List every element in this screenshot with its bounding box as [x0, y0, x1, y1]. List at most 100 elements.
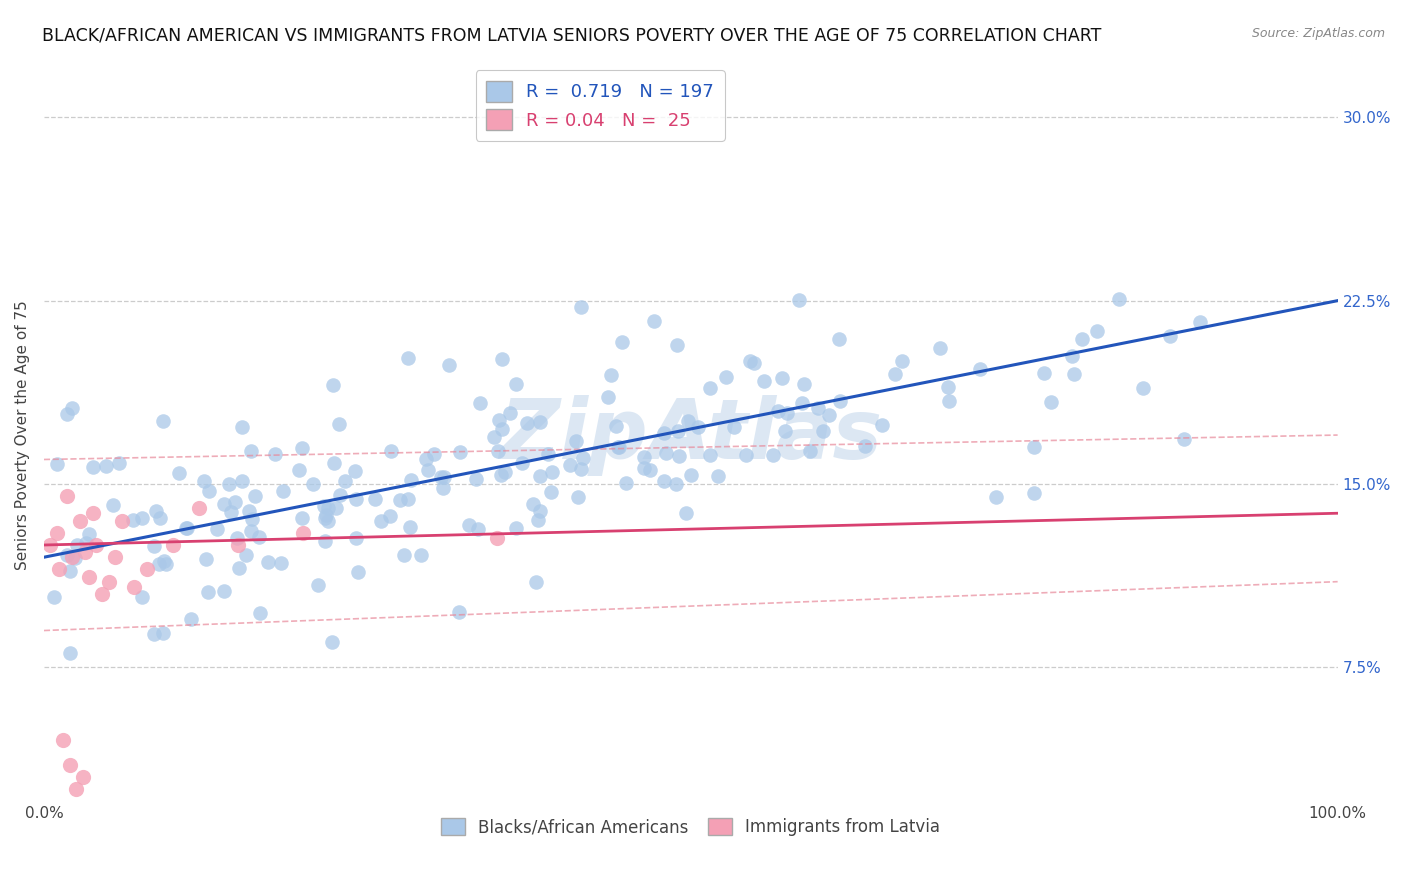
Point: [485, 531, 508, 545]
Point: [491, 351, 513, 366]
Point: [55, 408, 77, 422]
Point: [762, 448, 785, 462]
Point: [540, 485, 562, 500]
Point: [198, 483, 221, 498]
Point: [429, 470, 451, 484]
Point: [482, 430, 505, 444]
Point: [467, 523, 489, 537]
Point: [565, 434, 588, 448]
Point: [143, 539, 166, 553]
Point: [470, 396, 492, 410]
Point: [766, 403, 789, 417]
Point: [668, 450, 690, 464]
Point: [818, 408, 841, 422]
Point: [194, 552, 217, 566]
Point: [363, 492, 385, 507]
Point: [322, 378, 344, 392]
Point: [226, 538, 249, 552]
Point: [197, 585, 219, 599]
Point: [633, 461, 655, 475]
Point: [263, 447, 285, 461]
Point: [638, 463, 661, 477]
Point: [193, 475, 215, 489]
Point: [56, 548, 79, 562]
Point: [75, 545, 97, 559]
Point: [380, 443, 402, 458]
Point: [928, 341, 950, 355]
Point: [828, 333, 851, 347]
Point: [66, 538, 89, 552]
Point: [291, 442, 314, 456]
Point: [370, 514, 392, 528]
Point: [465, 472, 488, 486]
Point: [787, 293, 810, 307]
Point: [396, 492, 419, 507]
Point: [148, 557, 170, 571]
Point: [652, 426, 675, 441]
Point: [121, 513, 143, 527]
Point: [145, 504, 167, 518]
Point: [318, 514, 340, 528]
Point: [104, 550, 127, 565]
Point: [60, 550, 83, 565]
Point: [688, 420, 710, 434]
Point: [1032, 366, 1054, 380]
Point: [537, 447, 560, 461]
Point: [46, 458, 69, 472]
Point: [1085, 324, 1108, 338]
Point: [110, 514, 132, 528]
Point: [512, 457, 534, 471]
Point: [422, 447, 444, 461]
Point: [740, 353, 762, 368]
Text: ZipAtlas: ZipAtlas: [499, 394, 883, 475]
Point: [567, 490, 589, 504]
Point: [247, 530, 270, 544]
Point: [207, 523, 229, 537]
Point: [1024, 486, 1046, 500]
Point: [776, 406, 799, 420]
Point: [432, 481, 454, 495]
Point: [56, 489, 79, 503]
Point: [72, 770, 94, 784]
Point: [59, 646, 82, 660]
Point: [107, 456, 129, 470]
Point: [1063, 367, 1085, 381]
Point: [162, 538, 184, 552]
Point: [316, 500, 339, 515]
Point: [176, 521, 198, 535]
Point: [301, 477, 323, 491]
Point: [449, 444, 471, 458]
Point: [84, 538, 107, 552]
Point: [770, 371, 793, 385]
Point: [872, 418, 894, 433]
Point: [218, 477, 240, 491]
Point: [180, 612, 202, 626]
Point: [1173, 433, 1195, 447]
Point: [665, 338, 688, 352]
Point: [392, 548, 415, 562]
Point: [291, 511, 314, 525]
Point: [45, 525, 67, 540]
Point: [1188, 315, 1211, 329]
Point: [155, 558, 177, 572]
Point: [524, 574, 547, 589]
Point: [643, 314, 665, 328]
Point: [605, 418, 627, 433]
Point: [240, 512, 263, 526]
Point: [226, 531, 249, 545]
Point: [245, 489, 267, 503]
Point: [792, 395, 814, 409]
Point: [94, 458, 117, 473]
Point: [396, 351, 419, 366]
Point: [176, 521, 198, 535]
Point: [77, 570, 100, 584]
Point: [433, 470, 456, 484]
Point: [1040, 395, 1063, 409]
Point: [811, 425, 834, 439]
Point: [679, 467, 702, 482]
Point: [328, 417, 350, 431]
Y-axis label: Seniors Poverty Over the Age of 75: Seniors Poverty Over the Age of 75: [15, 301, 30, 570]
Point: [344, 464, 367, 478]
Point: [312, 499, 335, 513]
Point: [569, 301, 592, 315]
